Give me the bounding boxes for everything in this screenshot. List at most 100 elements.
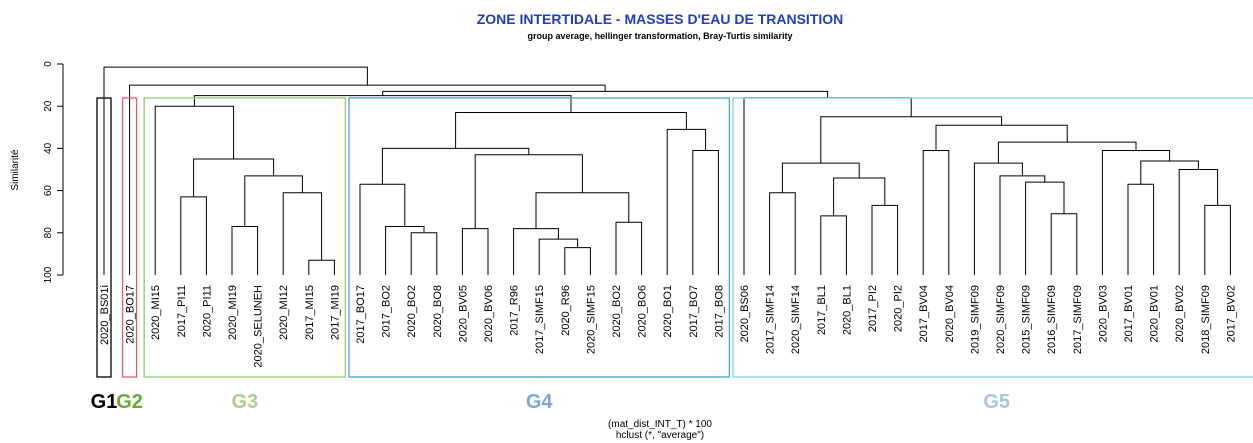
- group-label: G3: [231, 391, 258, 413]
- group-label: G1: [91, 391, 118, 413]
- leaf-label: 2017_BV04: [918, 285, 930, 343]
- leaf-label: 2017_SIMF15: [534, 285, 546, 354]
- leaf-label: 2017_SIMF14: [765, 285, 777, 354]
- leaf-label: 2017_MI15: [304, 285, 316, 340]
- dendrogram-link: [244, 175, 303, 227]
- dendrogram-link: [666, 128, 707, 275]
- dendrogram-link: [820, 116, 1003, 164]
- group-label: G4: [526, 391, 554, 413]
- dendrogram-link: [308, 259, 335, 275]
- leaf-label: 2017_PI2: [867, 285, 879, 332]
- dendrogram-link: [743, 97, 912, 275]
- leaf-label: 2020_PI2: [893, 285, 905, 332]
- leaf-label: 2017_R96: [509, 285, 521, 336]
- leaf-label: 2016_SIMF09: [1046, 285, 1058, 354]
- dendrogram-link: [359, 183, 406, 275]
- dendrogram-link: [1025, 181, 1065, 275]
- y-tick-label: 0: [43, 61, 54, 67]
- dendrogram-link: [1050, 213, 1078, 275]
- y-tick-label: 40: [43, 142, 54, 154]
- dendrogram-link: [513, 228, 559, 275]
- leaf-label: 2020_BO8: [432, 285, 444, 338]
- group-label: G5: [983, 391, 1010, 413]
- dendrogram-link: [935, 124, 1068, 151]
- leaf-label: 2020_BO2: [406, 285, 418, 338]
- dendrogram-link: [769, 192, 796, 275]
- dendrogram-link: [382, 90, 829, 98]
- dendrogram-link: [820, 215, 847, 275]
- leaf-label: 2020_BO6: [637, 285, 649, 338]
- leaf-label: 2020_BV04: [944, 285, 956, 343]
- group-box: [121, 97, 138, 378]
- leaf-label: 2020_BV06: [483, 285, 495, 343]
- dendrogram-link: [999, 175, 1046, 275]
- leaf-label: 2017_SIMF09: [1072, 285, 1084, 354]
- leaf-label: 2020_BS01i: [99, 285, 111, 345]
- dendrogram-link: [564, 247, 591, 275]
- y-axis-label: Similarité: [10, 149, 21, 191]
- leaf-label: 2020_SELUNEH: [253, 285, 265, 368]
- group-box: [348, 97, 731, 378]
- leaf-label: 2020_BO1: [662, 285, 674, 338]
- leaf-label: 2017_BO7: [688, 285, 700, 338]
- dendrogram-link: [1140, 160, 1199, 185]
- leaf-label: 2020_BV02: [1174, 285, 1186, 343]
- leaf-label: 2017_BV01: [1123, 285, 1135, 343]
- leaf-label: 2020_SIMF09: [995, 285, 1007, 354]
- leaf-label: 2017_BO8: [713, 285, 725, 338]
- leaf-label: 2020_BO2: [611, 285, 623, 338]
- leaf-label: 2020_SIMF14: [790, 285, 802, 354]
- leaf-label: 2020_BV03: [1097, 285, 1109, 343]
- leaf-label: 2017_BV02: [1225, 285, 1237, 343]
- leaf-label: 2019_SIMF09: [969, 285, 981, 354]
- leaf-label: 2020_MI15: [150, 285, 162, 340]
- leaf-label: 2020_BS06: [739, 285, 751, 343]
- dendrogram-link: [615, 221, 643, 275]
- leaf-label: 2020_PI11: [201, 285, 213, 337]
- dendrogram-link: [1127, 183, 1155, 275]
- dendrogram-link: [474, 154, 583, 229]
- dendrogram-link: [833, 177, 886, 216]
- dendrogram-link: [410, 232, 438, 275]
- dendrogram-link: [129, 84, 606, 275]
- dendrogram-link: [455, 112, 687, 149]
- group-box: [143, 97, 347, 378]
- y-tick-label: 80: [43, 227, 54, 239]
- leaf-label: 2018_SIMF09: [1200, 285, 1212, 354]
- leaf-label: 2020_SIMF15: [585, 285, 597, 354]
- chart-title: ZONE INTERTIDALE - MASSES D'EAU DE TRANS…: [477, 11, 844, 27]
- leaf-label: 2020_R96: [560, 285, 572, 336]
- dendrogram-link: [193, 158, 275, 197]
- group-label: G2: [116, 391, 143, 413]
- x-axis-label: (mat_dist_INT_T) * 100: [608, 419, 712, 430]
- x-axis-label: hclust (*, "average"): [616, 430, 704, 441]
- dendrogram-link: [381, 147, 530, 185]
- leaf-label: 2020_BO17: [125, 285, 137, 344]
- chart-subtitle: group average, hellinger transformation,…: [528, 31, 793, 41]
- dendrogram-link: [538, 238, 579, 275]
- dendrogram-link: [385, 225, 425, 275]
- y-tick-label: 100: [43, 266, 54, 283]
- dendrogram-link: [180, 196, 207, 275]
- group-box: [96, 97, 112, 378]
- dendrogram-link: [692, 150, 719, 275]
- dendrogram-link: [282, 192, 323, 275]
- dendrogram-link: [231, 225, 259, 275]
- leaf-label: 2020_BV01: [1149, 285, 1161, 343]
- y-tick-label: 20: [43, 100, 54, 112]
- leaf-label: 2020_BL1: [841, 285, 853, 335]
- leaf-label: 2015_SIMF09: [1021, 285, 1033, 354]
- dendrogram-link: [871, 204, 899, 275]
- y-tick-label: 60: [43, 185, 54, 197]
- dendrogram-link: [461, 228, 489, 275]
- dendrogram-link: [1101, 150, 1171, 275]
- dendrogram-link: [922, 150, 950, 275]
- dendrogram-link: [154, 105, 235, 275]
- dendrogram-link: [997, 141, 1137, 164]
- dendrogram-link: [1178, 169, 1219, 275]
- leaf-label: 2017_BO2: [381, 285, 393, 338]
- leaf-label: 2017_BO17: [355, 285, 367, 344]
- leaf-label: 2017_BL1: [816, 285, 828, 335]
- leaf-label: 2017_MI19: [329, 285, 341, 340]
- leaf-label: 2020_BV05: [457, 285, 469, 343]
